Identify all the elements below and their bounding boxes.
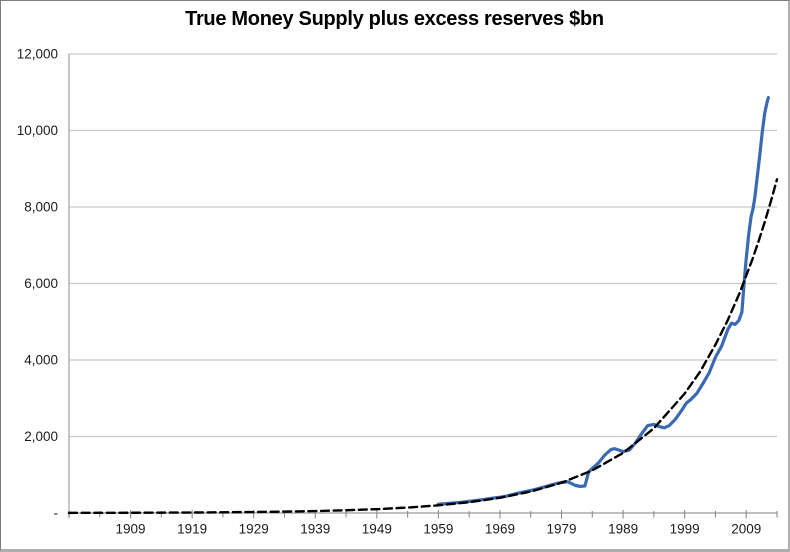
- y-tick-label: 6,000: [24, 276, 58, 291]
- x-tick-label: 1989: [608, 522, 638, 537]
- x-tick-label: 1919: [177, 522, 207, 537]
- x-tick-label: 1909: [116, 522, 146, 537]
- x-tick-label: 2009: [731, 522, 761, 537]
- x-tick-label: 1959: [423, 522, 453, 537]
- y-tick-label: 10,000: [17, 123, 58, 138]
- y-tick-label: 2,000: [24, 429, 58, 444]
- x-tick-label: 1929: [239, 522, 269, 537]
- x-tick-label: 1969: [485, 522, 515, 537]
- x-tick-label: 1979: [546, 522, 576, 537]
- y-tick-label: -: [54, 506, 59, 521]
- x-tick-label: 1999: [670, 522, 700, 537]
- y-tick-label: 4,000: [24, 353, 58, 368]
- money-supply-series: [436, 96, 770, 506]
- x-tick-label: 1949: [362, 522, 392, 537]
- x-tick-label: 1939: [300, 522, 330, 537]
- y-tick-label: 8,000: [24, 200, 58, 215]
- chart-title: True Money Supply plus excess reserves $…: [185, 8, 604, 30]
- trend-line-series: [67, 178, 779, 515]
- y-tick-label: 12,000: [17, 47, 58, 62]
